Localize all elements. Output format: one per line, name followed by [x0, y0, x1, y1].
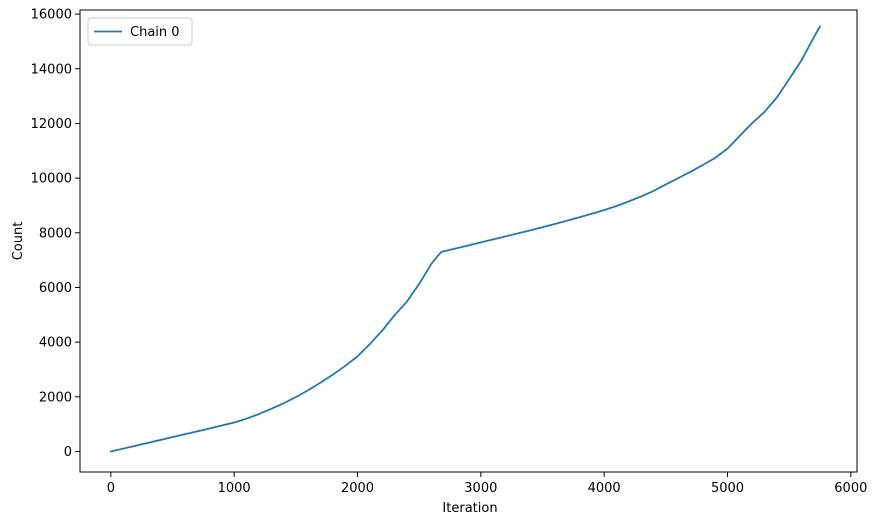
y-axis-label: Count: [11, 222, 26, 261]
y-tick-label: 4000: [39, 336, 72, 351]
y-tick-label: 0: [64, 445, 72, 460]
legend-label: Chain 0: [130, 25, 180, 40]
x-tick-label: 2000: [341, 481, 374, 496]
x-tick-label: 1000: [218, 481, 251, 496]
x-axis-ticks: 0 1000 2000 3000 4000 5000 6000: [107, 472, 867, 496]
x-tick-label: 3000: [464, 481, 497, 496]
x-tick-label: 5000: [711, 481, 744, 496]
y-tick-label: 2000: [39, 390, 72, 405]
y-axis-ticks: 0 2000 4000 6000 8000 10000 12000 14000 16000: [31, 8, 80, 460]
plot-frame: [79, 9, 858, 473]
series-line-chain-0: [109, 25, 821, 453]
plot-area: [80, 10, 857, 472]
series-layer: [109, 25, 821, 453]
y-tick-label: 12000: [31, 117, 72, 132]
x-tick-label: 6000: [834, 481, 867, 496]
x-tick-label: 0: [107, 481, 115, 496]
y-tick-label: 6000: [39, 281, 72, 296]
x-axis-label: Iteration: [442, 501, 497, 516]
y-tick-label: 16000: [31, 8, 72, 23]
x-tick-label: 4000: [588, 481, 621, 496]
y-tick-label: 8000: [39, 226, 72, 241]
y-tick-label: 10000: [31, 172, 72, 187]
legend-box: [87, 17, 193, 46]
legend: Chain 0: [87, 17, 193, 46]
y-tick-label: 14000: [31, 62, 72, 77]
